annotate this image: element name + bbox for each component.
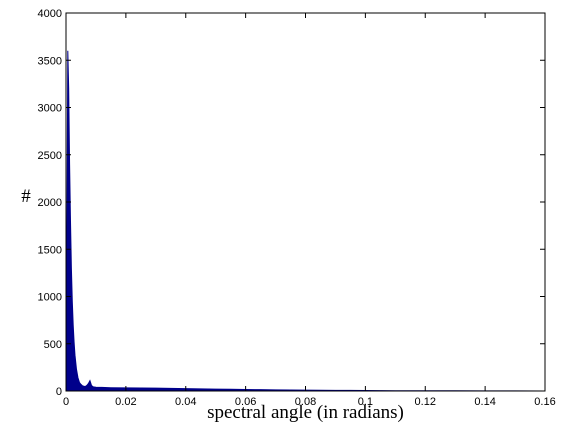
y-tick-label: 0 — [56, 386, 62, 398]
y-tick-label: 3500 — [38, 55, 62, 67]
y-axis-title: # — [21, 186, 31, 207]
y-tick-label: 1000 — [38, 292, 62, 304]
x-tick-label: 0.08 — [295, 396, 316, 408]
y-tick-label: 1500 — [38, 244, 62, 256]
x-tick-label: 0.06 — [235, 396, 256, 408]
y-tick-label: 3000 — [38, 103, 62, 115]
x-tick-label: 0 — [63, 396, 69, 408]
plot-frame — [65, 12, 546, 392]
y-tick-label: 500 — [44, 339, 62, 351]
x-tick-label: 0.02 — [115, 396, 136, 408]
y-tick-label: 2000 — [38, 197, 62, 209]
x-tick-label: 0.16 — [534, 396, 555, 408]
x-axis-title: spectral angle (in radians) — [207, 402, 404, 423]
histogram-series-0 — [65, 50, 546, 392]
x-tick-label: 0.04 — [175, 396, 196, 408]
x-tick-label: 0.1 — [358, 396, 373, 408]
y-tick-label: 4000 — [38, 8, 62, 20]
y-tick-label: 2500 — [38, 150, 62, 162]
x-tick-label: 0.12 — [415, 396, 436, 408]
x-tick-label: 0.14 — [474, 396, 495, 408]
